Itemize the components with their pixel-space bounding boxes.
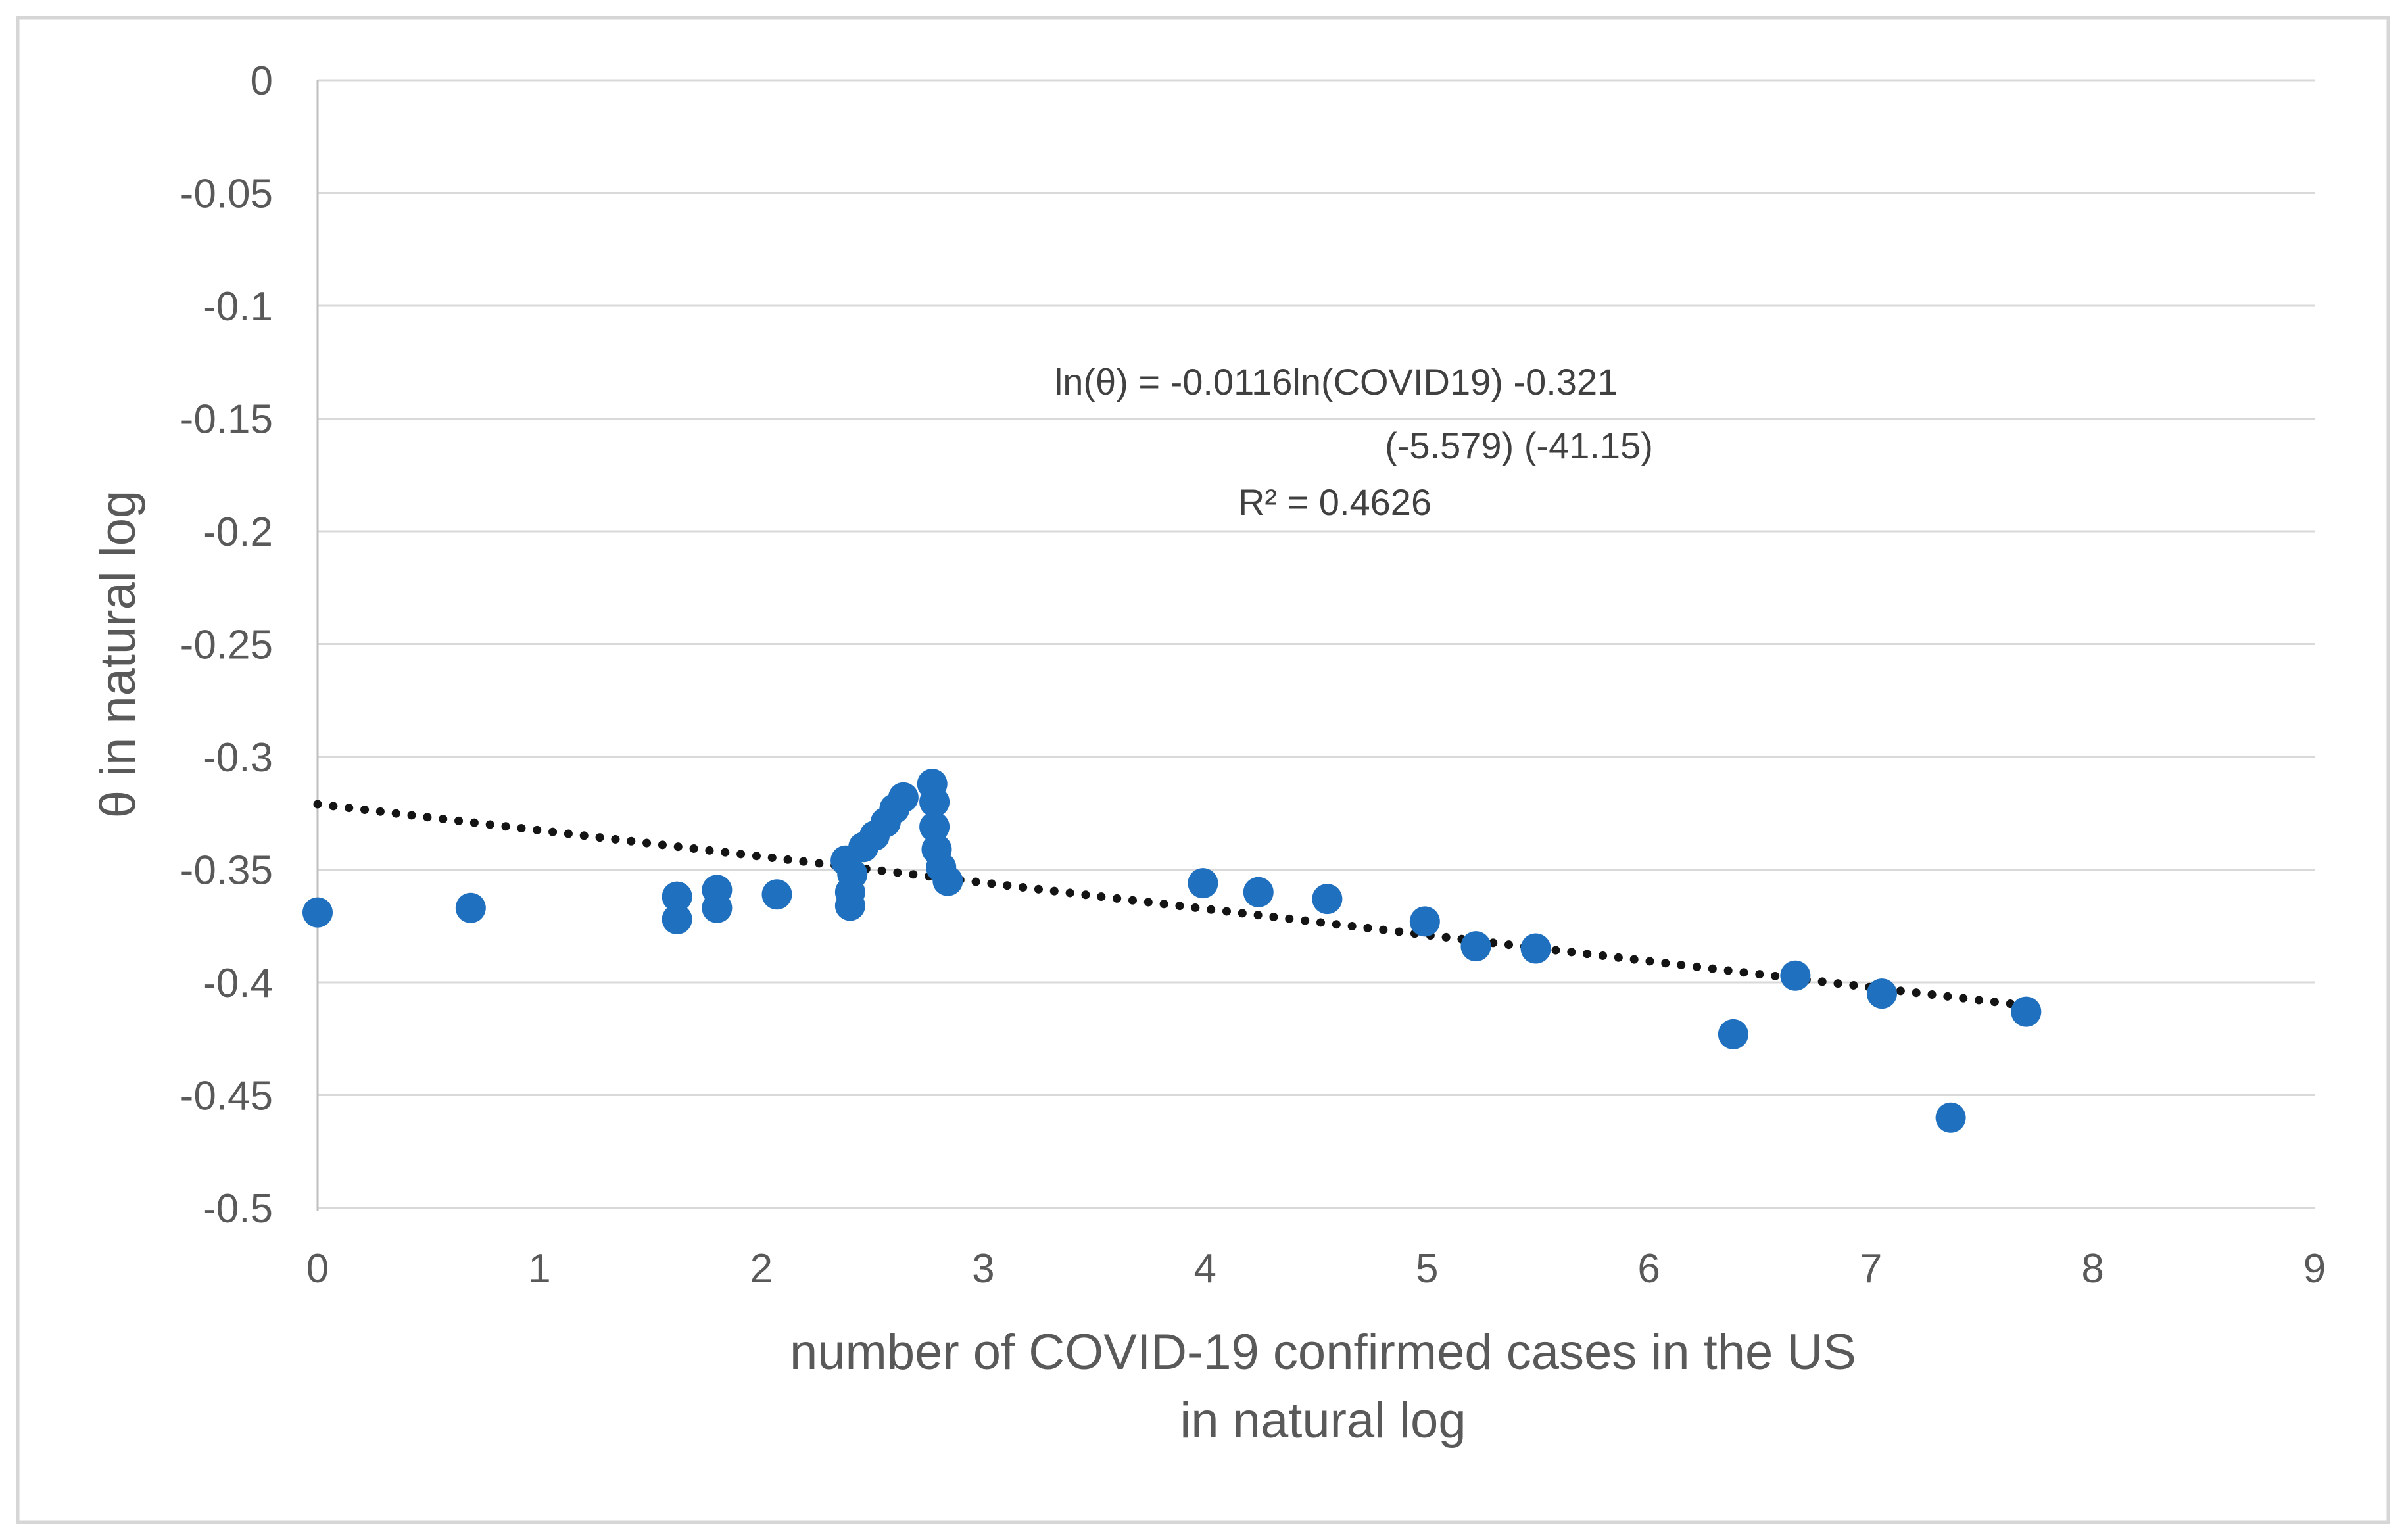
y-tick-label: 0	[251, 59, 273, 104]
data-point	[1312, 884, 1343, 915]
data-point	[302, 897, 333, 928]
y-tick-label: -0.4	[203, 961, 273, 1006]
x-axis-title-line2: in natural log	[1180, 1393, 1466, 1449]
x-tick-label: 1	[528, 1246, 550, 1291]
data-point	[932, 865, 963, 896]
data-point	[1460, 931, 1491, 962]
data-points	[302, 769, 2042, 1133]
x-tick-label: 4	[1194, 1246, 1216, 1291]
y-tick-label: -0.2	[203, 510, 273, 555]
x-axis-tick-labels: 0 1 2 3 4 5 6 7 8 9	[306, 1246, 2326, 1291]
y-tick-label: -0.1	[203, 284, 273, 329]
r-squared-annotation: R² = 0.4626	[1238, 481, 1432, 523]
y-tick-label: -0.05	[180, 172, 273, 217]
data-point	[1409, 906, 1440, 937]
y-tick-label: -0.35	[180, 848, 273, 894]
x-tick-label: 8	[2081, 1246, 2104, 1291]
x-tick-label: 3	[972, 1246, 994, 1291]
data-point	[1866, 978, 1897, 1009]
figure-border	[16, 16, 2390, 1524]
y-axis-tick-labels: 0 -0.05 -0.1 -0.15 -0.2 -0.25 -0.3 -0.35 -0.4 -0.…	[180, 59, 273, 1232]
x-tick-label: 9	[2303, 1246, 2326, 1291]
x-axis-title-line1: number of COVID-19 confirmed cases in th…	[790, 1324, 1856, 1380]
data-point	[1520, 933, 1551, 964]
data-point	[1718, 1019, 1748, 1049]
data-point	[455, 892, 486, 923]
y-axis-title: θ in natural log	[90, 491, 146, 819]
y-tick-label: -0.45	[180, 1074, 273, 1119]
x-tick-label: 0	[306, 1246, 329, 1291]
x-tick-label: 5	[1416, 1246, 1438, 1291]
data-point	[1780, 960, 1811, 991]
y-tick-label: -0.25	[180, 623, 273, 668]
data-point	[1243, 877, 1274, 907]
trendline	[313, 800, 2040, 1011]
y-tick-label: -0.5	[203, 1186, 273, 1232]
data-point	[919, 811, 950, 842]
y-tick-label: -0.3	[203, 735, 273, 781]
data-point	[1188, 868, 1218, 899]
t-stats-annotation: (-5.579) (-41.15)	[1385, 425, 1653, 466]
data-point	[834, 890, 865, 921]
gridlines	[318, 79, 2315, 1209]
x-tick-label: 7	[1860, 1246, 1882, 1291]
x-tick-label: 2	[750, 1246, 773, 1291]
data-point	[888, 782, 919, 813]
x-tick-label: 6	[1637, 1246, 1660, 1291]
y-tick-label: -0.15	[180, 397, 273, 443]
equation-annotation: ln(θ) = -0.0116ln(COVID19) -0.321	[1055, 361, 1618, 402]
data-point	[761, 879, 792, 910]
data-point	[919, 786, 950, 817]
data-point	[2011, 996, 2042, 1027]
data-point	[1935, 1102, 1966, 1133]
data-point	[662, 903, 692, 934]
data-point	[702, 892, 733, 923]
data-point	[662, 881, 692, 912]
